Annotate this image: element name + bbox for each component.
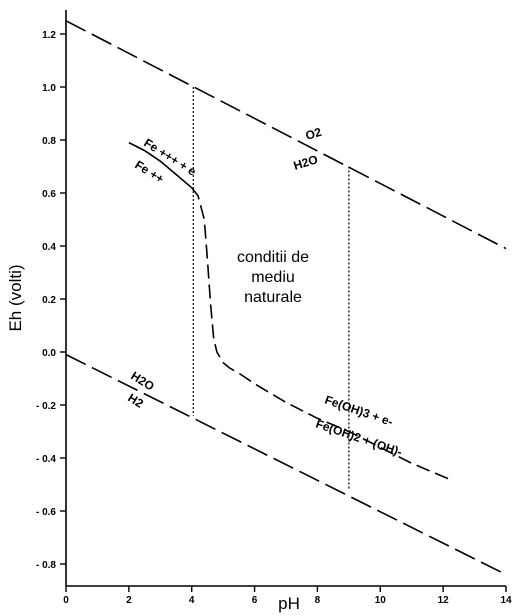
y-tick-label: 1.2 xyxy=(42,30,56,41)
x-ticks: 0 2 4 6 8 10 12 14 xyxy=(63,586,512,606)
series-line-2 xyxy=(128,141,193,189)
series-line-0 xyxy=(65,20,507,250)
x-tick-label: 10 xyxy=(375,595,387,606)
y-tick-label: 0.2 xyxy=(42,295,56,306)
x-tick-label: 14 xyxy=(500,595,512,606)
h2-label: H2 xyxy=(125,391,146,411)
y-tick-label: - 0.8 xyxy=(36,560,56,571)
x-tick-label: 4 xyxy=(189,595,195,606)
x-tick-label: 12 xyxy=(438,595,450,606)
x-tick-label: 8 xyxy=(315,595,321,606)
y-tick-label: 0.0 xyxy=(42,348,56,359)
series-line-3 xyxy=(191,187,450,480)
region-label-line-1: conditii de xyxy=(237,249,309,266)
y-tick-label: 0.4 xyxy=(42,242,56,253)
region-label-line-2: mediu xyxy=(251,269,295,286)
h2o-upper-label: H2O xyxy=(292,152,320,173)
y-tick-label: 0.6 xyxy=(42,189,56,200)
y-axis-title: Eh (volti) xyxy=(6,264,25,331)
x-tick-label: 6 xyxy=(252,595,258,606)
y-tick-label: 1.0 xyxy=(42,83,56,94)
y-tick-label: 0.8 xyxy=(42,136,56,147)
y-tick-label: - 0.6 xyxy=(36,507,56,518)
o2-label: O2 xyxy=(304,125,324,143)
y-tick-label: - 0.2 xyxy=(36,401,56,412)
series-line-1 xyxy=(65,353,507,576)
y-ticks: - 0.8 - 0.6 - 0.4 - 0.2 0.0 0.2 0.4 0.6 0.8 1.0 1.… xyxy=(36,30,66,571)
x-tick-label: 2 xyxy=(126,595,132,606)
region-label-line-3: naturale xyxy=(244,289,302,306)
x-tick-label: 0 xyxy=(63,595,69,606)
y-tick-label: - 0.4 xyxy=(36,454,56,465)
x-axis-title: pH xyxy=(278,594,300,613)
series-layer xyxy=(65,20,507,576)
